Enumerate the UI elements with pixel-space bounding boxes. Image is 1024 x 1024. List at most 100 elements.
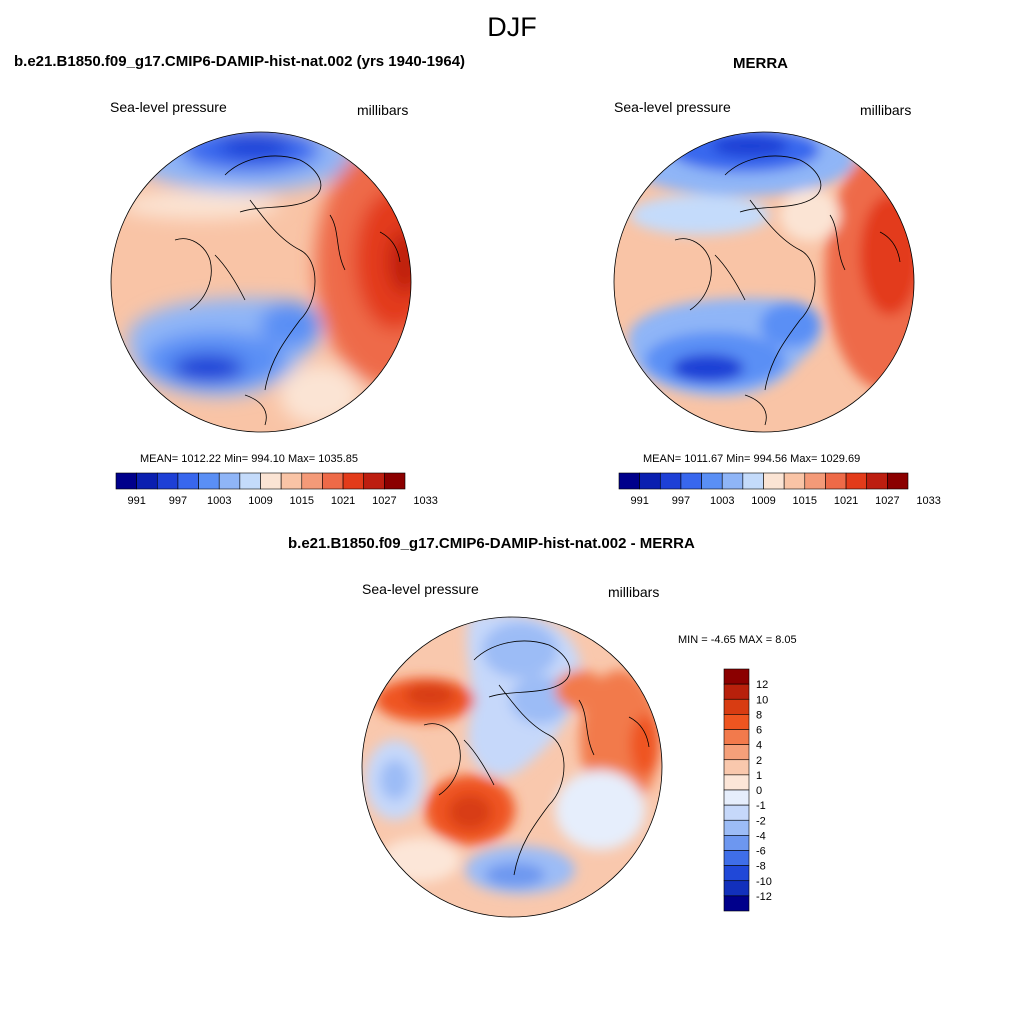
panel-3-colorbar-tick-label: -12: [756, 891, 772, 903]
panel-3-colorbar-swatch: [723, 683, 750, 700]
panel-1-map-boundary: [110, 131, 412, 433]
panel-3-colorbar-tick-label: 10: [756, 694, 768, 706]
panel-2-colorbar-swatch: [783, 472, 806, 490]
panel-2-colorbar-swatch: [659, 472, 682, 490]
panel-1-colorbar-tick-label: 1033: [413, 495, 437, 507]
panel-2-colorbar-swatch: [680, 472, 702, 490]
panel-3-map: [361, 616, 663, 918]
panel-2-colorbar-swatch: [845, 472, 868, 490]
panel-3-colorbar-swatch: [723, 729, 750, 745]
panel-2-colorbar-tick-label: 1003: [710, 495, 734, 507]
panel-3-colorbar-tick-label: 8: [756, 709, 762, 721]
panel-1-colorbar-tick-label: 1027: [372, 495, 396, 507]
panel-3-colorbar-tick-label: 4: [756, 740, 762, 752]
panel-3-colorbar-swatch: [723, 759, 750, 776]
panel-2-colorbar-swatch: [804, 472, 826, 490]
panel-3-colorbar-swatch: [723, 668, 750, 685]
panel-1-colorbar-tick-label: 1003: [207, 495, 231, 507]
panel-2-colorbar-swatch: [825, 472, 847, 490]
panel-1-title: b.e21.B1850.f09_g17.CMIP6-DAMIP-hist-nat…: [14, 53, 466, 70]
panel-2-colorbar-swatch: [721, 472, 744, 490]
panel-3-colorbar-tick-label: 6: [756, 725, 762, 737]
panel-3-colorbar-tick-label: -6: [756, 846, 766, 858]
panel-3-colorbar-swatch: [723, 835, 750, 851]
panel-3-colorbar-swatch: [723, 819, 750, 836]
panel-3-title: b.e21.B1850.f09_g17.CMIP6-DAMIP-hist-nat…: [288, 535, 695, 552]
panel-1-colorbar-swatch: [115, 472, 137, 490]
panel-2-colorbar-swatch: [618, 472, 640, 490]
panel-2-units-label: millibars: [860, 102, 912, 118]
panel-2-colorbar-tick-label: 991: [630, 495, 648, 507]
panel-2-colorbar-tick-label: 1021: [834, 495, 858, 507]
panel-1-coastlines: [174, 155, 401, 426]
panel-3-colorbar-swatch: [723, 774, 750, 791]
panel-2-colorbar-swatch: [742, 472, 764, 490]
panel-2-map: [613, 131, 915, 433]
panel-3-stats: MIN = -4.65 MAX = 8.05: [678, 634, 797, 646]
panel-3-colorbar-swatch: [723, 850, 750, 866]
panel-1-colorbar-tick-label: 997: [169, 495, 187, 507]
panel-1-colorbar-swatch: [198, 472, 220, 490]
panel-2-stats: MEAN= 1011.67 Min= 994.56 Max= 1029.69: [643, 453, 861, 465]
panel-2-map-boundary: [613, 131, 915, 433]
panel-2-colorbar-swatch: [701, 472, 723, 490]
panel-2-colorbar-swatch: [887, 472, 909, 490]
panel-2-colorbar-tick-label: 1009: [751, 495, 775, 507]
panel-2-colorbar: 991 997 1003 1009 1015 1021 1027 1033: [618, 472, 941, 507]
panel-1-colorbar-tick-label: 1021: [331, 495, 355, 507]
panel-2-title: MERRA: [733, 55, 788, 72]
panel-1-units-label: millibars: [357, 102, 409, 118]
figure-title: DJF: [487, 12, 537, 42]
panel-3-field: [365, 617, 660, 894]
panel-1-colorbar: 991 997 1003 1009 1015 1021 1027 1033: [115, 472, 438, 507]
panel-3-variable-label: Sea-level pressure: [362, 581, 479, 597]
panel-2-colorbar-swatch: [866, 472, 888, 490]
panel-3-colorbar-tick-label: -10: [756, 876, 772, 888]
panel-3-units-label: millibars: [608, 584, 660, 600]
panel-1-colorbar-swatch: [342, 472, 365, 490]
panel-1-stats: MEAN= 1012.22 Min= 994.10 Max= 1035.85: [140, 453, 359, 465]
panel-3-colorbar-swatch: [723, 895, 750, 912]
panel-1-colorbar-tick-label: 991: [127, 495, 145, 507]
panel-3-colorbar-swatch: [723, 789, 750, 806]
panel-3-colorbar-tick-label: -8: [756, 861, 766, 873]
panel-1-colorbar-tick-label: 1015: [290, 495, 314, 507]
panel-3-colorbar-tick-label: 1: [756, 770, 762, 782]
panel-1-colorbar-swatch: [280, 472, 303, 490]
panel-1-colorbar-swatch: [301, 472, 323, 490]
panel-3-colorbar-swatch: [723, 714, 750, 730]
panel-3-colorbar-tick-label: 12: [756, 679, 768, 691]
panel-1-colorbar-swatch: [156, 472, 179, 490]
panel-1-colorbar-swatch: [136, 472, 158, 490]
panel-2-colorbar-tick-label: 1033: [916, 495, 940, 507]
panel-1-map: [110, 131, 412, 433]
panel-1-colorbar-swatch: [384, 472, 406, 490]
panel-1-colorbar-swatch: [177, 472, 199, 490]
panel-1-colorbar-swatch: [218, 472, 241, 490]
panel-1-colorbar-swatch: [363, 472, 385, 490]
panel-2-colorbar-tick-label: 1015: [793, 495, 817, 507]
panel-1-colorbar-swatch: [239, 472, 261, 490]
panel-2-colorbar-tick-label: 997: [672, 495, 690, 507]
panel-3-colorbar-swatch: [723, 865, 750, 882]
panel-3-colorbar-tick-label: -4: [756, 830, 766, 842]
panel-1-colorbar-swatch: [260, 472, 282, 490]
panel-3-colorbar-swatch: [723, 698, 750, 715]
panel-3-colorbar-swatch: [723, 744, 750, 761]
panel-2-colorbar-swatch: [763, 472, 785, 490]
panel-1-variable-label: Sea-level pressure: [110, 99, 227, 115]
panel-3-colorbar-tick-label: -2: [756, 815, 766, 827]
panel-3-colorbar-swatch: [723, 880, 750, 897]
panel-2-field: [625, 132, 914, 397]
panel-3-colorbar-tick-label: -1: [756, 800, 766, 812]
panel-3-colorbar-tick-label: 0: [756, 785, 762, 797]
panel-3-map-boundary: [361, 616, 663, 918]
panel-2-colorbar-tick-label: 1027: [875, 495, 899, 507]
panel-1-colorbar-tick-label: 1009: [248, 495, 272, 507]
panel-3-colorbar-swatch: [723, 804, 750, 821]
panel-2-variable-label: Sea-level pressure: [614, 99, 731, 115]
panel-2-coastlines: [674, 155, 901, 426]
panel-3-coastlines: [423, 640, 650, 876]
